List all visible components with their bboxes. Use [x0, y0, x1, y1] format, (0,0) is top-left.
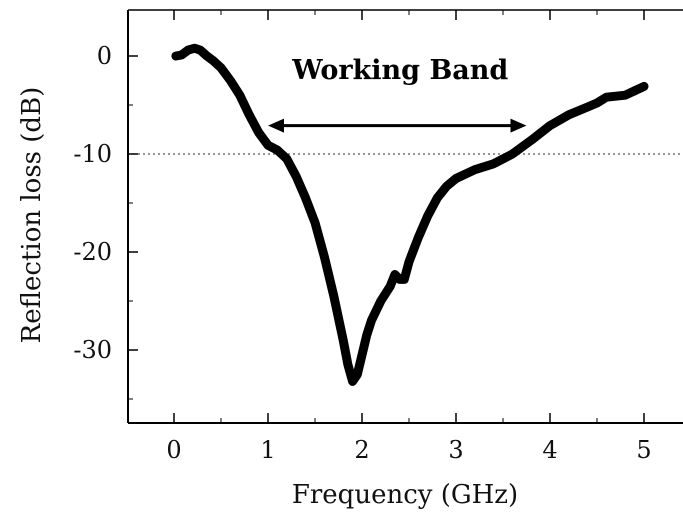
working-band-arrowhead-left	[268, 118, 284, 133]
y-tick-label: -10	[73, 140, 112, 168]
series-layer	[171, 43, 649, 386]
y-tick-label: -20	[73, 238, 112, 266]
reflection-loss-curve	[171, 43, 649, 386]
x-tick-label: 3	[448, 436, 463, 464]
working-band-arrowhead-right	[510, 118, 527, 133]
x-tick-label: 5	[636, 436, 651, 464]
x-tick-label: 1	[260, 436, 275, 464]
x-tick-label: 0	[166, 436, 181, 464]
x-tick-label: 4	[542, 436, 557, 464]
x-axis-title: Frequency (GHz)	[292, 480, 518, 510]
y-tick-label: -30	[73, 336, 112, 364]
y-tick-label: 0	[97, 42, 112, 70]
x-tick-label: 2	[354, 436, 369, 464]
y-axis-title: Reflection loss (dB)	[17, 87, 47, 344]
working-band-label: Working Band	[291, 55, 508, 86]
annotation-layer: Working Band	[268, 55, 527, 133]
ticks: 0 1 2 3 4 5 0 -10 -20 -30	[73, 10, 652, 464]
